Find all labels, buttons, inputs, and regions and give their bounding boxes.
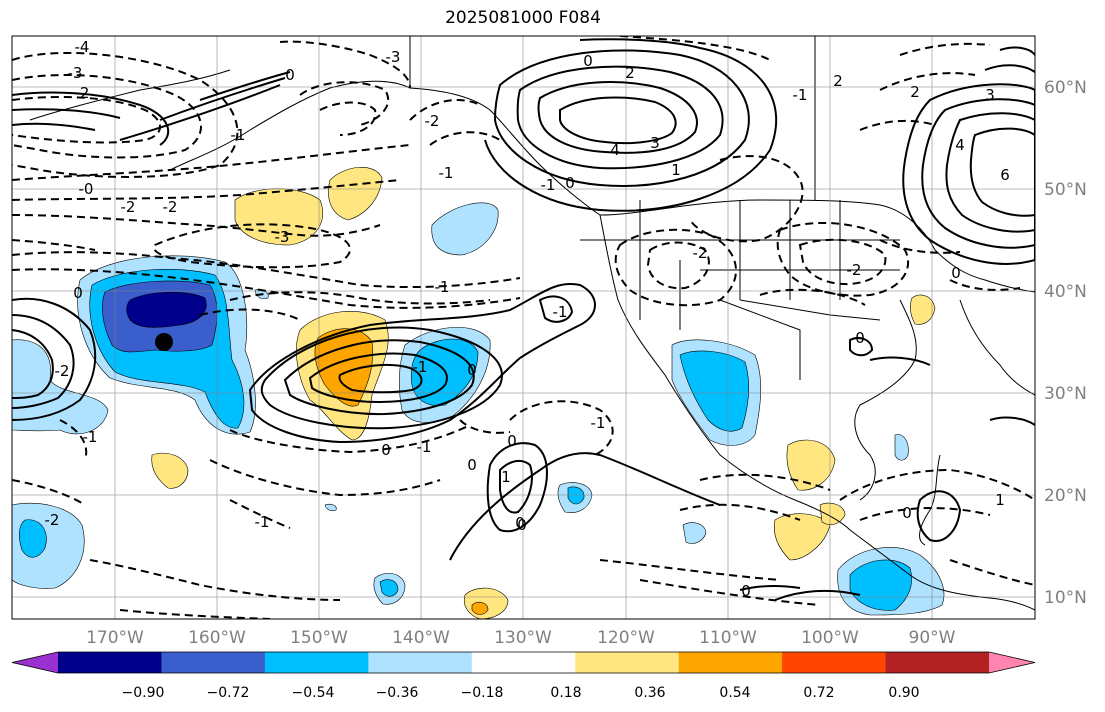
colorbar-tick-label: 0.90 [888,685,919,701]
contour-label: -1 [553,303,568,321]
lon-label: 110°W [699,628,757,648]
contour-label: -3 [386,48,401,66]
colorbar-outline [11,651,1036,674]
colorbar-segment [678,652,783,673]
contour-label: -1 [83,428,98,446]
contour-label: 4 [610,141,620,159]
contour-label: 0 [517,516,527,534]
map-border [11,35,1036,620]
contour-label: -2 [75,84,90,102]
contour-label: 0 [507,432,517,450]
contour-label: -2 [847,261,862,279]
contour-label: 0 [583,52,593,70]
colorbar-segment [885,652,990,673]
lat-label: 40°N [1044,282,1087,302]
contour-labels: -4 -3 -2 -1 0 -3 -2 -2 -0 -3 -1 0 -2 -1 0 -1 0 2 -1 4 3 -2 -1 -… [45,38,1010,600]
colorbar-extend-high [989,652,1035,673]
contour-label: 0 [951,264,961,282]
contour-label: 0 [741,582,751,600]
shade-navy [126,291,207,328]
colorbar-tick-label: −0.90 [122,685,165,701]
lon-label: 130°W [494,628,552,648]
contour-label: 1 [501,468,511,486]
contour-label: 3 [650,134,660,152]
contour-label: -3 [68,64,83,82]
lon-label: 150°W [290,628,348,648]
contour-label: 1 [671,161,681,179]
contour-label: -1 [435,278,450,296]
contour-label: -2 [425,112,440,130]
contour-label: -1 [417,438,432,456]
contour-lines [12,36,1035,619]
colorbar-segment [471,652,576,673]
location-marker [155,333,173,351]
contour-label: 0 [467,456,477,474]
contour-label: -2 [121,198,136,216]
contour-label: -1 [793,86,808,104]
lon-label: 160°W [188,628,246,648]
colorbar-tick-label: −0.18 [461,685,504,701]
contour-label: -1 [255,513,270,531]
longitude-axis: 170°W 160°W 150°W 140°W 130°W 120°W 110°… [86,628,956,648]
colorbar-segment [575,652,680,673]
colorbar-tick-label: 0.72 [803,685,834,701]
lon-label: 100°W [801,628,859,648]
colorbar-segment [368,652,473,673]
contour-label: 1 [995,491,1005,509]
lon-label: 170°W [86,628,144,648]
map-title: 2025081000 F084 [445,8,601,28]
contour-label: 0 [855,329,865,347]
contour-label: -3 [275,228,290,246]
contour-label: 0 [73,284,83,302]
colorbar-segment [264,652,369,673]
colorbar-segment [58,652,162,673]
lon-label: 140°W [392,628,450,648]
colorbar: −0.90 −0.72 −0.54 −0.36 −0.18 0.18 0.36 … [11,651,1036,701]
contour-label: -1 [413,358,428,376]
contour-label: -1 [439,164,454,182]
map-panel: -4 -3 -2 -1 0 -3 -2 -2 -0 -3 -1 0 -2 -1 0 -1 0 2 -1 4 3 -2 -1 -… [12,36,1035,619]
contour-label: 0 [285,66,295,84]
colorbar-extend-low [12,652,58,673]
colorbar-tick-label: 0.36 [634,685,665,701]
lat-label: 20°N [1044,486,1087,506]
coastlines [29,36,1035,611]
contour-label: 0 [902,504,912,522]
contour-label: -1 [541,176,556,194]
lon-label: 120°W [597,628,655,648]
contour-label: -2 [163,198,178,216]
contour-label: 0 [515,514,525,532]
colorbar-segment [161,652,266,673]
contour-label: -4 [75,38,90,56]
contour-label: -1 [591,414,606,432]
lon-label: 90°W [909,628,956,648]
contour-label: 0 [565,174,575,192]
contour-label: 3 [985,86,995,104]
lat-label: 30°N [1044,384,1087,404]
lat-label: 60°N [1044,78,1087,98]
lat-label: 10°N [1044,588,1087,608]
lat-label: 50°N [1044,180,1087,200]
contour-label: -0 [79,180,94,198]
contour-label: -1 [231,126,246,144]
contour-label: 4 [955,136,965,154]
colorbar-tick-label: −0.72 [207,685,250,701]
latitude-axis: 60°N 50°N 40°N 30°N 20°N 10°N [1044,78,1087,608]
contour-label: 6 [1000,166,1010,184]
colorbar-segment [782,652,887,673]
contour-label: 2 [910,83,920,101]
contour-label: -2 [693,244,708,262]
contour-label: 2 [833,72,843,90]
colorbar-tick-label: 0.18 [550,685,581,701]
colorbar-tick-label: −0.54 [292,685,335,701]
colorbar-tick-label: 0.54 [719,685,750,701]
contour-label: 2 [625,64,635,82]
contour-label: 0 [467,361,477,379]
contour-label: 0 [381,441,391,459]
contour-label: -2 [55,362,70,380]
contour-label: -2 [45,511,60,529]
colorbar-tick-label: −0.36 [376,685,419,701]
